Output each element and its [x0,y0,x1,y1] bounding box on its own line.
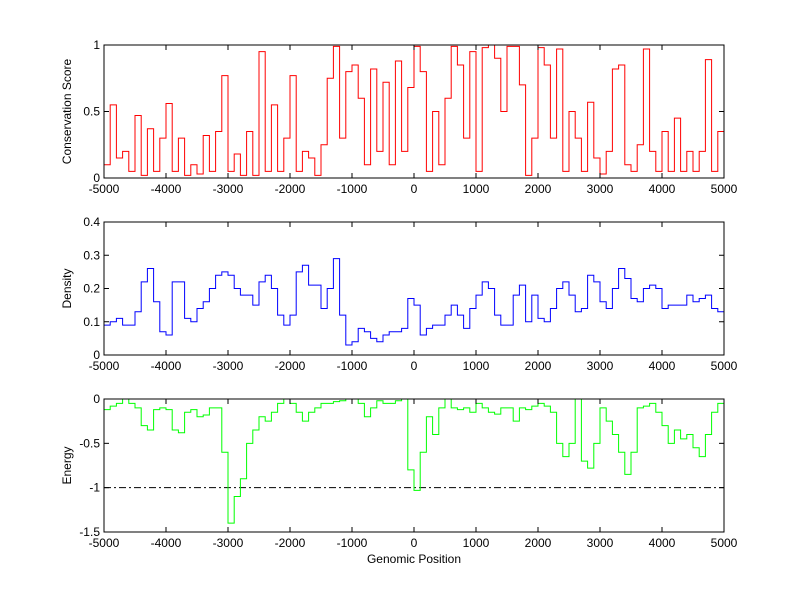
x-tick-label: -3000 [213,182,244,196]
x-tick-label: 5000 [711,182,738,196]
y-tick-label: 0 [93,171,100,185]
y-tick-label: 1 [93,38,100,52]
y-axis-label: Conservation Score [60,58,74,164]
x-tick-label: -2000 [275,359,306,373]
x-tick-label: -4000 [151,359,182,373]
x-tick-label: 3000 [587,536,614,550]
x-tick-label: -5000 [89,536,120,550]
series-line [104,44,725,176]
x-tick-label: -4000 [151,182,182,196]
x-tick-label: 1000 [463,536,490,550]
x-tick-label: 4000 [649,182,676,196]
x-tick-label: 2000 [525,359,552,373]
y-tick-label: -0.5 [79,436,100,450]
x-tick-label: 5000 [711,536,738,550]
x-tick-label: -5000 [89,359,120,373]
x-tick-label: 4000 [649,359,676,373]
x-tick-label: 0 [411,359,418,373]
y-tick-label: 0.5 [83,105,100,119]
x-tick-label: 5000 [711,359,738,373]
x-tick-label: 0 [411,182,418,196]
y-tick-label: 0 [93,348,100,362]
x-tick-label: 4000 [649,536,676,550]
x-tick-label: 2000 [525,182,552,196]
y-tick-label: 0.1 [83,315,100,329]
y-tick-label: 0 [93,392,100,406]
energy-subplot: -5000 -4000 -3000 -2000 -1000 0 1000 2000 3000 40… [60,392,738,566]
x-tick-label: -5000 [89,182,120,196]
x-tick-label: -3000 [213,359,244,373]
x-tick-label: -3000 [213,536,244,550]
x-tick-label: -1000 [337,359,368,373]
y-axis-label: Energy [60,446,74,484]
conservation-subplot: -5000 -4000 -3000 -2000 -1000 0 1000 2000 3000 40… [60,38,738,196]
x-tick-label: -2000 [275,182,306,196]
series-line [104,258,725,346]
y-tick-label: 0.3 [83,248,100,262]
y-tick-label: -1 [89,481,100,495]
density-subplot: -5000 -4000 -3000 -2000 -1000 0 1000 2000 3000 40… [60,215,738,373]
x-tick-label: -4000 [151,536,182,550]
x-tick-label: 2000 [525,536,552,550]
x-tick-label: -1000 [337,536,368,550]
y-tick-label: 0.2 [83,282,100,296]
x-tick-label: -1000 [337,182,368,196]
x-tick-label: 0 [411,536,418,550]
y-tick-label: -1.5 [79,525,100,539]
series-line [104,398,725,524]
x-tick-label: 3000 [587,182,614,196]
x-tick-label: 1000 [463,182,490,196]
x-tick-label: 3000 [587,359,614,373]
x-tick-label: 1000 [463,359,490,373]
y-tick-label: 0.4 [83,215,100,229]
x-axis-label: Genomic Position [367,552,461,566]
y-axis-label: Density [60,268,74,308]
x-tick-label: -2000 [275,536,306,550]
